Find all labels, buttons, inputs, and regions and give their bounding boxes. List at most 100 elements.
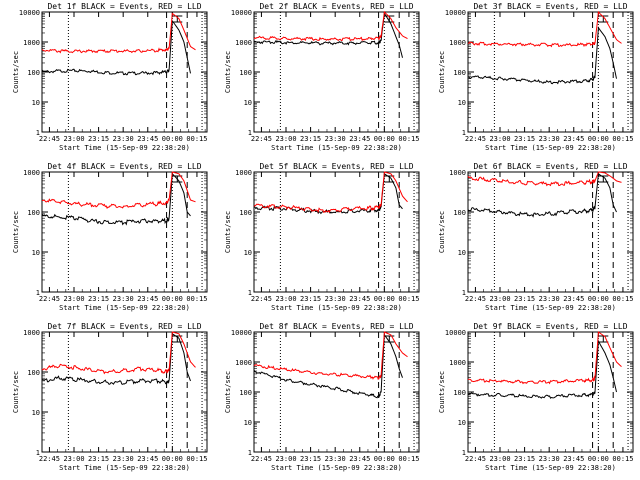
lld-series-line <box>468 10 622 48</box>
lld-series-line <box>253 171 408 214</box>
events-series-line <box>467 26 617 85</box>
lld-series-line <box>41 331 196 375</box>
x-tick-label: 23:15 <box>88 295 109 303</box>
chart-panel-7: Det 7f BLACK = Events, RED = LLD 1 10 100 10… <box>12 322 208 472</box>
x-tick-label: 23:45 <box>349 455 370 463</box>
y-tick-label: 10000 <box>231 329 252 337</box>
y-tick-label: 10000 <box>19 9 40 17</box>
y-axis-label: Counts/sec <box>224 371 232 413</box>
x-tick-label: 22:45 <box>251 455 272 463</box>
y-tick-label: 1 <box>248 129 252 137</box>
lld-series-line <box>253 10 408 42</box>
x-tick-label: 00:15 <box>186 135 207 143</box>
y-tick-label: 100 <box>27 209 40 217</box>
events-series-line <box>468 339 617 399</box>
x-tick-label: 22:45 <box>251 295 272 303</box>
y-axis-label: Counts/sec <box>12 211 20 253</box>
x-axis-label: Start Time (15-Sep-09 22:38:20) <box>485 144 616 152</box>
lld-series-line <box>41 12 196 54</box>
chart-panel-8: Det 8f BLACK = Events, RED = LLD 1 10 100 10… <box>224 322 420 472</box>
x-tick-label: 22:45 <box>39 295 60 303</box>
x-axis-label: Start Time (15-Sep-09 22:38:20) <box>59 464 190 472</box>
chart-title: Det 6f BLACK = Events, RED = LLD <box>473 162 627 171</box>
x-tick-label: 23:30 <box>325 455 346 463</box>
x-tick-label: 23:00 <box>63 295 84 303</box>
events-series-line <box>41 19 191 76</box>
x-tick-label: 00:00 <box>374 135 395 143</box>
x-tick-label: 23:45 <box>349 295 370 303</box>
x-tick-label: 23:30 <box>113 135 134 143</box>
y-axis-label: Counts/sec <box>438 51 446 93</box>
y-tick-label: 1000 <box>449 39 466 47</box>
y-tick-label: 10 <box>458 99 466 107</box>
y-axis-label: Counts/sec <box>12 51 20 93</box>
x-tick-label: 23:00 <box>275 295 296 303</box>
plot-frame <box>253 11 420 133</box>
x-tick-label: 23:00 <box>489 455 510 463</box>
chart-panel-5: Det 5f BLACK = Events, RED = LLD 1 10 100 10… <box>224 162 420 312</box>
x-tick-label: 22:45 <box>465 455 486 463</box>
x-tick-label: 23:00 <box>63 135 84 143</box>
y-axis-label: Counts/sec <box>438 211 446 253</box>
x-tick-label: 23:30 <box>113 455 134 463</box>
chart-title: Det 7f BLACK = Events, RED = LLD <box>47 322 201 331</box>
x-tick-label: 22:45 <box>39 135 60 143</box>
chart-title: Det 9f BLACK = Events, RED = LLD <box>473 322 627 331</box>
chart-panel-4: Det 4f BLACK = Events, RED = LLD 1 10 100 10… <box>12 162 208 312</box>
x-axis-label: Start Time (15-Sep-09 22:38:20) <box>485 464 616 472</box>
x-tick-label: 23:45 <box>137 135 158 143</box>
y-tick-label: 10 <box>458 419 466 427</box>
chart-title: Det 2f BLACK = Events, RED = LLD <box>259 2 413 11</box>
x-tick-label: 00:15 <box>398 295 419 303</box>
plot-frame <box>467 11 634 133</box>
events-series-line <box>467 172 617 218</box>
y-tick-label: 1000 <box>449 359 466 367</box>
y-tick-label: 1 <box>36 449 40 457</box>
x-tick-label: 23:15 <box>300 455 321 463</box>
y-tick-label: 100 <box>453 69 466 77</box>
x-tick-label: 00:15 <box>398 455 419 463</box>
chart-title: Det 1f BLACK = Events, RED = LLD <box>47 2 201 11</box>
x-tick-label: 23:45 <box>137 455 158 463</box>
lld-series-line <box>467 171 622 187</box>
x-tick-label: 00:00 <box>162 295 183 303</box>
y-tick-label: 1000 <box>235 169 252 177</box>
x-axis-label: Start Time (15-Sep-09 22:38:20) <box>271 304 402 312</box>
chart-panel-2: Det 2f BLACK = Events, RED = LLD 1 10 100 10… <box>224 2 420 152</box>
plot-frame <box>467 331 634 453</box>
y-tick-label: 1000 <box>23 329 40 337</box>
x-tick-label: 00:00 <box>374 455 395 463</box>
y-tick-label: 10000 <box>445 329 466 337</box>
lld-series-line <box>467 331 622 385</box>
y-tick-label: 10000 <box>445 9 466 17</box>
y-tick-label: 10000 <box>231 9 252 17</box>
events-series-line <box>253 333 403 399</box>
y-tick-label: 100 <box>239 209 252 217</box>
x-tick-label: 23:00 <box>63 455 84 463</box>
y-tick-label: 1000 <box>235 39 252 47</box>
y-tick-label: 100 <box>239 69 252 77</box>
y-axis-label: Counts/sec <box>224 51 232 93</box>
x-tick-label: 22:45 <box>465 135 486 143</box>
events-series-line <box>41 332 191 385</box>
x-tick-label: 00:15 <box>612 135 633 143</box>
x-tick-label: 00:15 <box>186 455 207 463</box>
x-tick-label: 23:00 <box>489 135 510 143</box>
x-tick-label: 23:00 <box>275 135 296 143</box>
y-tick-label: 1000 <box>449 169 466 177</box>
x-tick-label: 22:45 <box>251 135 272 143</box>
x-tick-label: 00:00 <box>162 135 183 143</box>
events-series-line <box>41 172 191 226</box>
x-tick-label: 23:30 <box>113 295 134 303</box>
x-tick-label: 23:30 <box>539 135 560 143</box>
x-tick-label: 22:45 <box>465 295 486 303</box>
chart-panel-1: Det 1f BLACK = Events, RED = LLD 1 10 100 10… <box>12 2 208 152</box>
chart-title: Det 8f BLACK = Events, RED = LLD <box>259 322 413 331</box>
y-axis-label: Counts/sec <box>438 371 446 413</box>
y-tick-label: 1 <box>36 289 40 297</box>
lld-series-line <box>253 331 408 380</box>
x-tick-label: 23:15 <box>514 295 535 303</box>
x-tick-label: 23:00 <box>275 455 296 463</box>
x-tick-label: 23:30 <box>325 135 346 143</box>
